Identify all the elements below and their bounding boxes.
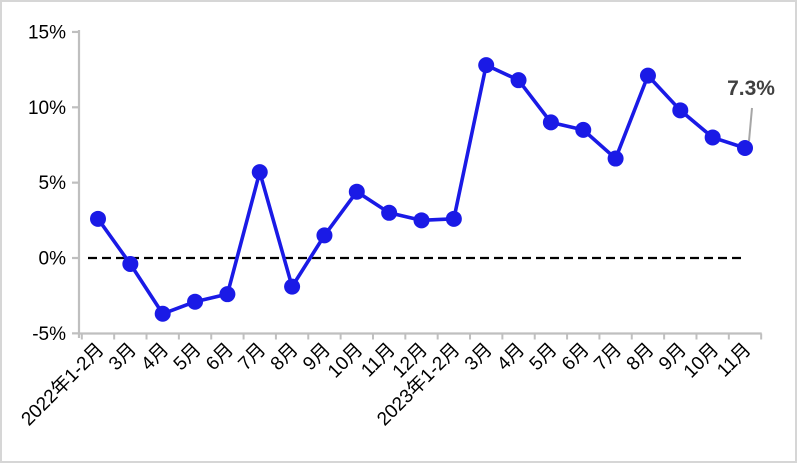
x-axis-tick-label: 10月 [324, 339, 367, 382]
data-point-marker [672, 102, 689, 119]
series-line [96, 63, 746, 316]
x-axis-tick-label: 8月 [623, 339, 659, 375]
x-axis-tick-label: 2022年1-2月 [17, 338, 109, 430]
data-point-marker [90, 210, 106, 227]
x-axis-tick-label: 5月 [170, 339, 206, 375]
data-point-marker [607, 150, 624, 167]
data-point-marker [510, 72, 527, 89]
data-point-marker [704, 129, 721, 146]
y-axis-tick-label: 5% [39, 173, 67, 194]
x-axis-tick-label: 10月 [680, 339, 723, 382]
y-axis-tick-label: 15% [28, 22, 66, 43]
data-point-marker [154, 305, 171, 322]
x-axis-tick-label: 4月 [493, 339, 529, 375]
y-axis-tick-label: -5% [32, 324, 66, 345]
data-point-marker [381, 204, 398, 221]
data-point-marker [478, 57, 495, 74]
x-axis-tick-label: 3月 [105, 339, 141, 375]
x-axis-tick-label: 4月 [137, 339, 173, 375]
data-point-marker [737, 139, 753, 156]
annotation-leader-line [748, 107, 753, 142]
x-axis-tick-label: 6月 [558, 339, 594, 375]
data-point-marker [251, 164, 268, 181]
data-point-marker [639, 67, 656, 84]
x-axis-tick-label: 7月 [235, 339, 271, 375]
data-point-marker [219, 286, 236, 303]
data-point-marker [122, 256, 139, 273]
x-axis-tick-label: 11月 [713, 339, 755, 381]
x-axis-tick-label: 6月 [202, 339, 238, 375]
data-point-marker [575, 121, 592, 138]
x-axis-tick-label: 3月 [461, 339, 497, 375]
data-point-marker [542, 114, 559, 131]
data-point-marker [284, 278, 301, 295]
x-axis-tick-label: 7月 [590, 339, 626, 375]
data-point-marker [413, 212, 430, 229]
x-axis-tick-label: 5月 [526, 339, 562, 375]
data-point-marker [187, 293, 204, 310]
data-point-marker [316, 227, 333, 244]
x-axis-tick-label: 11月 [357, 339, 399, 381]
data-point-marker [445, 210, 462, 227]
x-axis-tick-label: 8月 [267, 339, 303, 375]
y-axis-tick-label: 0% [39, 249, 67, 270]
data-point-marker [348, 183, 365, 200]
annotation-label: 7.3% [727, 77, 775, 100]
y-axis-tick-label: 10% [28, 98, 66, 119]
